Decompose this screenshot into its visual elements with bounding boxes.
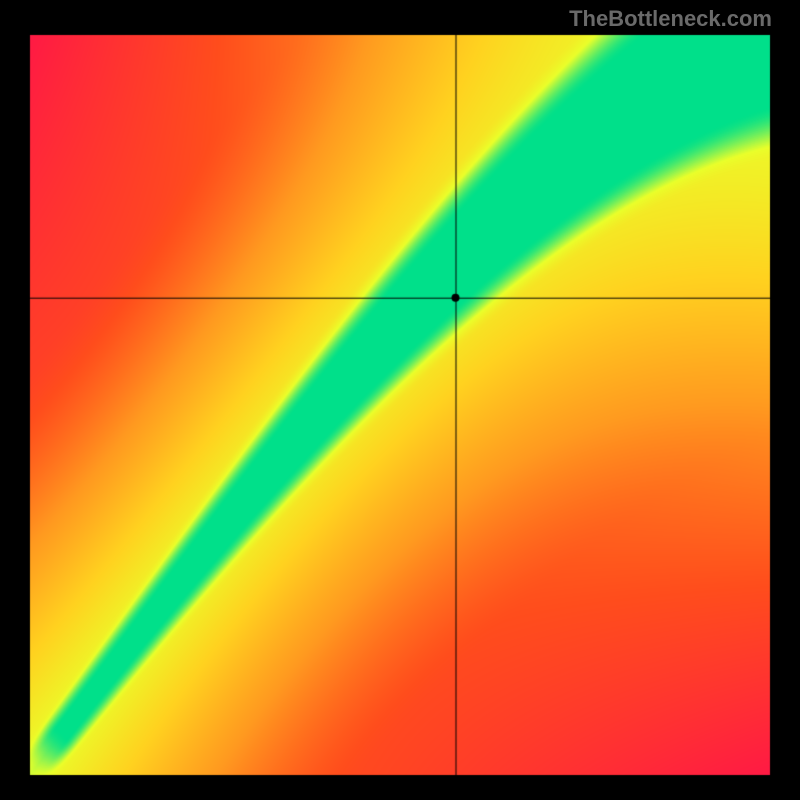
bottleneck-heatmap: [0, 0, 800, 800]
watermark-text: TheBottleneck.com: [569, 6, 772, 32]
